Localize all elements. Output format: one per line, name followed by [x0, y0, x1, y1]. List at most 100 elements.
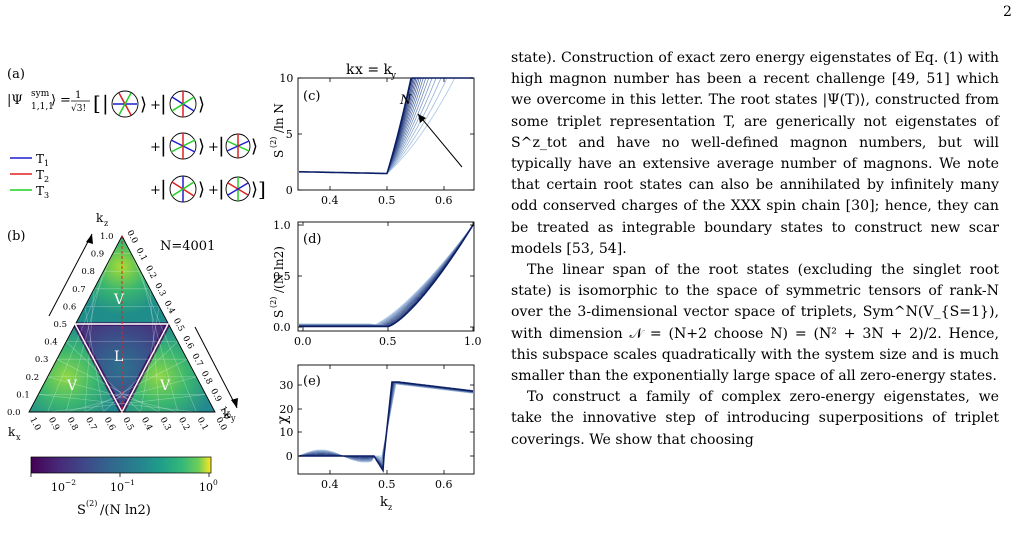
svg-text:⟩: ⟩ [198, 94, 205, 115]
ternary-axis-arrows: k z k y k x [8, 211, 238, 442]
svg-text:0: 0 [213, 478, 218, 487]
svg-text:−2: −2 [65, 478, 76, 487]
x-tick-label: 0.4 [321, 478, 339, 491]
ternary-left-tick: 0.8 [81, 267, 95, 277]
svg-text:(e): (e) [303, 374, 321, 389]
svg-text:/(N ln2): /(N ln2) [100, 503, 151, 518]
svg-text:y: y [390, 71, 397, 81]
y-tick-label: 0 [286, 184, 293, 197]
svg-text:1: 1 [44, 159, 49, 168]
page-number: 2 [1003, 4, 1012, 20]
ternary-right-tick: 0.6 [180, 334, 195, 351]
svg-text:⟩: ⟩ [198, 136, 205, 157]
curve [298, 382, 474, 469]
ternary-bottom-tick: 0.5 [120, 416, 135, 433]
body-text: state). Construction of exact zero energ… [511, 48, 999, 451]
curve [299, 224, 474, 327]
y-tick-label: 0.5 [273, 270, 291, 283]
ternary-left-tick: 1.0 [100, 232, 114, 242]
panel-d: (d) 0.0 0.5 1.0 0.0 0.5 1.0 S (2) /(N ln2) [269, 219, 482, 348]
svg-text:χ: χ [275, 415, 291, 424]
svg-text:10: 10 [199, 481, 213, 494]
ternary-right-tick: 0.4 [162, 299, 177, 316]
ternary-right-tick: 0.2 [143, 264, 158, 281]
svg-text:√3!: √3! [71, 103, 86, 114]
svg-text:N: N [399, 93, 412, 108]
ternary-bottom-tick: 0.1 [195, 416, 210, 433]
curve [298, 77, 473, 174]
svg-text:1,1,1: 1,1,1 [31, 102, 54, 112]
region-label-v-left: V [66, 378, 78, 394]
x-tick-label: 0.5 [379, 335, 397, 348]
ternary-right-tick: 0.0 [124, 229, 139, 246]
paragraph-2: The linear span of the root states (excl… [511, 262, 999, 385]
panel-b-label: (b) [7, 229, 25, 244]
region-label-v-top: V [113, 292, 125, 308]
svg-text:|: | [160, 133, 167, 158]
svg-text:z: z [104, 219, 108, 228]
svg-text:|: | [160, 176, 167, 201]
triplet-coverings: [ | ⟩ + | ⟩ + | ⟩ + | [93, 90, 266, 203]
svg-text:+: + [150, 98, 161, 113]
svg-text:/(N ln2): /(N ln2) [272, 246, 286, 293]
ternary-bottom-tick: 0.2 [176, 416, 191, 433]
svg-text:10: 10 [51, 481, 65, 494]
y-tick-label: 10 [279, 72, 293, 85]
svg-text:=: = [60, 93, 71, 108]
svg-text:x = k: x = k [355, 62, 393, 78]
svg-text:z: z [388, 503, 392, 512]
x-tick-label: 0.0 [294, 335, 312, 348]
svg-text:]: ] [258, 177, 266, 201]
ternary-right-tick: 0.1 [134, 246, 149, 263]
curve [299, 224, 474, 327]
panel-e-xlabel: k [380, 495, 388, 510]
svg-text:−1: −1 [124, 478, 135, 487]
svg-text:+: + [150, 183, 161, 198]
ternary-right-tick: 0.7 [189, 352, 204, 369]
x-tick-label: 0.6 [435, 478, 453, 491]
svg-text:k: k [96, 211, 104, 225]
panel-e: (e) 0.4 0.5 0.6 0 10 20 30 χ k z [275, 364, 475, 512]
curve [298, 382, 474, 463]
figure: (a) |Ψ sym 1,1,1 ⟩ = 1 √3! [ | ⟩ + | ⟩ [7, 62, 482, 518]
svg-text:⟩: ⟩ [251, 179, 258, 200]
y-tick-label: 30 [279, 379, 293, 392]
y-tick-label: 20 [279, 403, 293, 416]
x-tick-label: 0.5 [378, 194, 396, 207]
svg-text:|: | [218, 176, 225, 201]
curve [299, 224, 474, 327]
covering-icon: [ | ⟩ + | ⟩ [93, 90, 205, 118]
ternary-bottom-tick: 1.0 [27, 416, 42, 433]
svg-text:(2): (2) [269, 297, 278, 308]
ternary-left-tick: 0.2 [26, 373, 40, 383]
curve [298, 383, 474, 463]
curve [299, 224, 474, 327]
svg-text:+: + [208, 140, 219, 155]
curve [299, 224, 474, 327]
svg-text:sym: sym [31, 89, 50, 99]
ternary-bottom-tick: 0.7 [83, 416, 98, 433]
svg-text:|Ψ: |Ψ [7, 93, 23, 108]
svg-text:⟩: ⟩ [251, 136, 258, 157]
panel-c: k x = k y (c) N 0.4 0.5 0.6 0 5 10 S (2) /ln … [269, 62, 475, 207]
svg-text:S: S [77, 503, 86, 518]
panel-c-arrow: N [399, 93, 463, 168]
panel-a-label: (a) [7, 67, 25, 82]
paragraph-1: state). Construction of exact zero energ… [511, 50, 999, 257]
ternary-left-tick: 0.7 [72, 285, 86, 295]
y-tick-label: 1.0 [273, 219, 291, 232]
covering-icon: + | ⟩ + | ⟩ ] [150, 175, 266, 203]
legend: T 1 T 2 T 3 [10, 152, 49, 200]
ternary-bottom-tick: 0.4 [139, 416, 154, 433]
curve [299, 224, 474, 327]
svg-text:⟩: ⟩ [198, 179, 205, 200]
curve [299, 224, 474, 328]
svg-text:|: | [218, 133, 225, 158]
svg-text:y: y [230, 414, 236, 423]
curve [299, 224, 474, 327]
n-label: N=4001 [160, 239, 215, 254]
x-tick-label: 0.4 [321, 194, 339, 207]
x-tick-label: 0.6 [435, 194, 453, 207]
curve [299, 224, 474, 327]
svg-text:k: k [223, 407, 231, 421]
